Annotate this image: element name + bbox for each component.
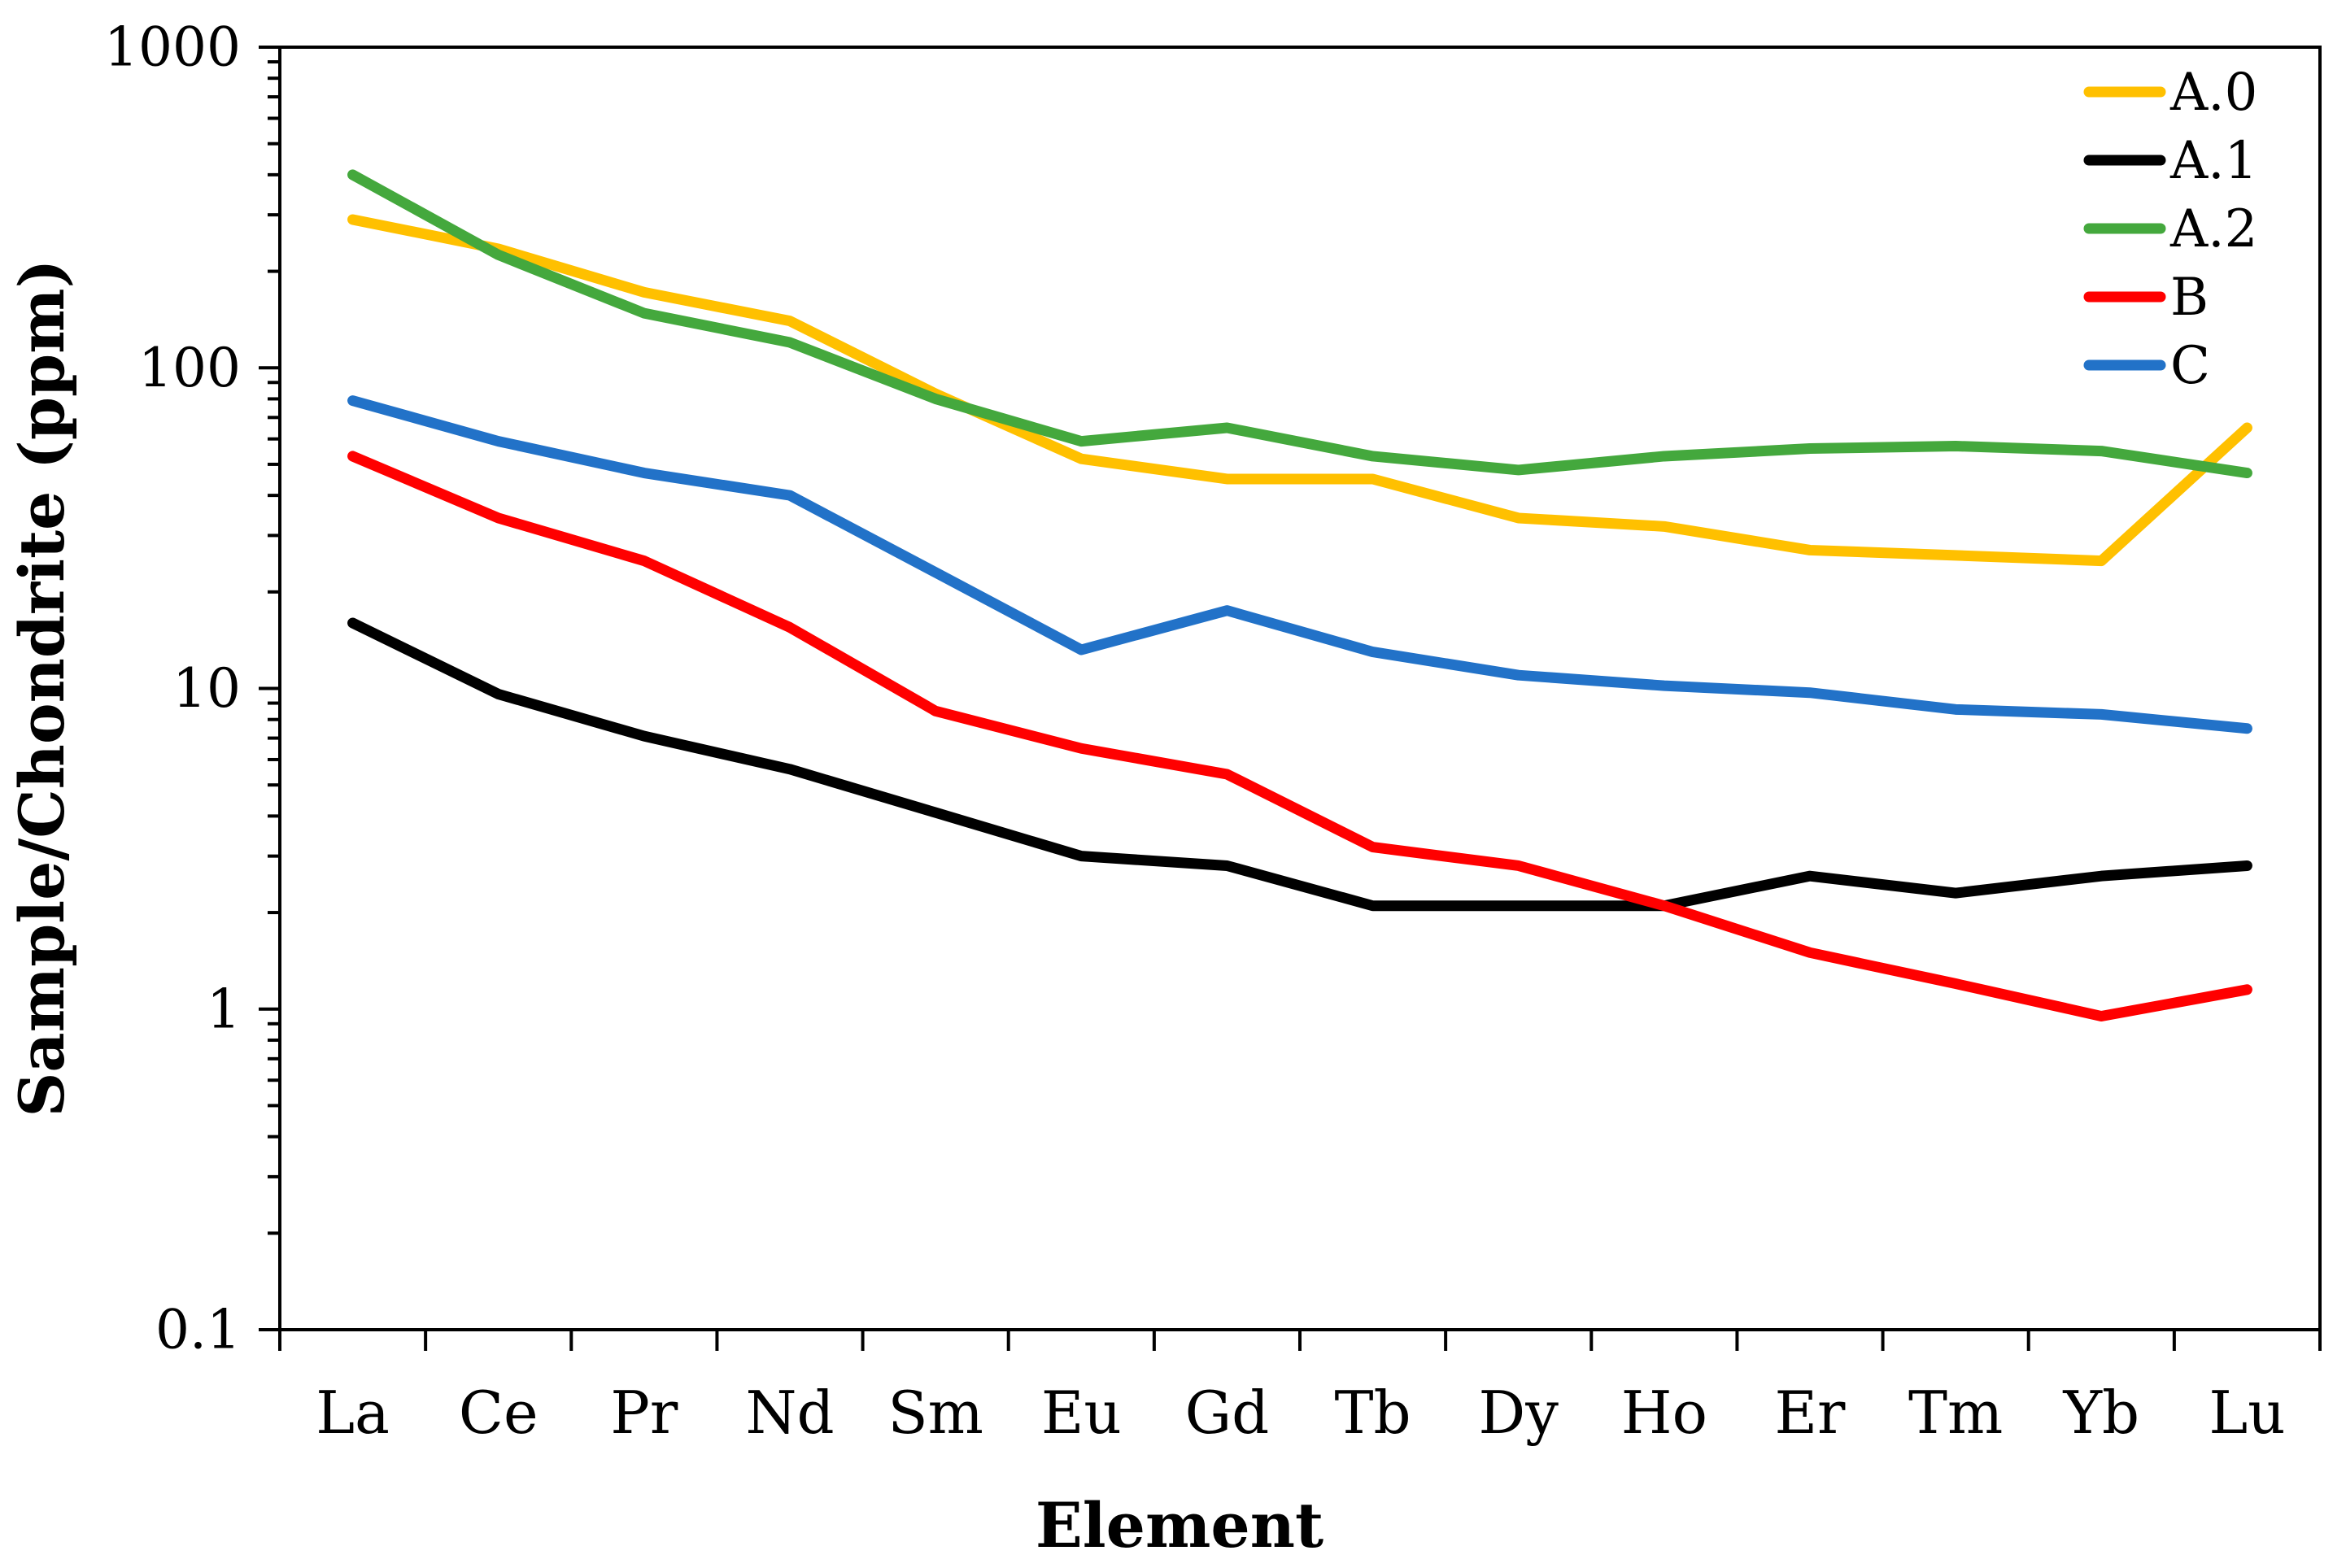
x-category-label: Ce: [459, 1379, 539, 1447]
x-category-label: La: [316, 1379, 390, 1447]
x-category-label: Yb: [2062, 1379, 2139, 1447]
legend-label-A.2: A.2: [2169, 199, 2257, 259]
x-category-label: Lu: [2209, 1379, 2285, 1447]
x-category-label: Pr: [610, 1379, 678, 1447]
y-tick-label: 1: [207, 978, 241, 1040]
legend-label-B: B: [2170, 268, 2209, 328]
y-tick-label: 0.1: [155, 1299, 241, 1361]
x-category-label: Dy: [1479, 1379, 1559, 1447]
x-category-label: Er: [1775, 1379, 1847, 1447]
y-tick-label: 100: [138, 337, 241, 399]
x-category-label: Ho: [1621, 1379, 1707, 1447]
series-line-B: [347, 451, 2252, 1022]
x-axis-title: Element: [1036, 1489, 1323, 1561]
plot-border: [278, 46, 2322, 1331]
x-category-label: Tb: [1335, 1379, 1411, 1447]
series-line-A.1: [347, 617, 2252, 912]
x-category-label: Tm: [1908, 1379, 2003, 1447]
x-category-label: Gd: [1185, 1379, 1270, 1447]
y-tick-label: 1000: [104, 16, 241, 79]
y-tick-label: 10: [172, 657, 241, 720]
legend-label-A.0: A.0: [2169, 63, 2257, 123]
plot-area: 1000 100 10 1 0.1 La Ce Pr Nd Sm Eu Gd Tb Dy Ho Er Tm Yb L…: [104, 16, 2322, 1447]
series-line-A.2: [347, 169, 2252, 479]
y-axis-title: Sample/Chondrite (ppm): [6, 259, 78, 1117]
legend-label-C: C: [2170, 336, 2210, 396]
x-category-label: Nd: [745, 1379, 834, 1447]
series-line-C: [347, 395, 2252, 734]
legend-label-A.1: A.1: [2169, 131, 2257, 191]
x-category-label: Eu: [1041, 1379, 1122, 1447]
series-line-A.0: [347, 214, 2252, 567]
x-category-label: Sm: [887, 1379, 983, 1447]
